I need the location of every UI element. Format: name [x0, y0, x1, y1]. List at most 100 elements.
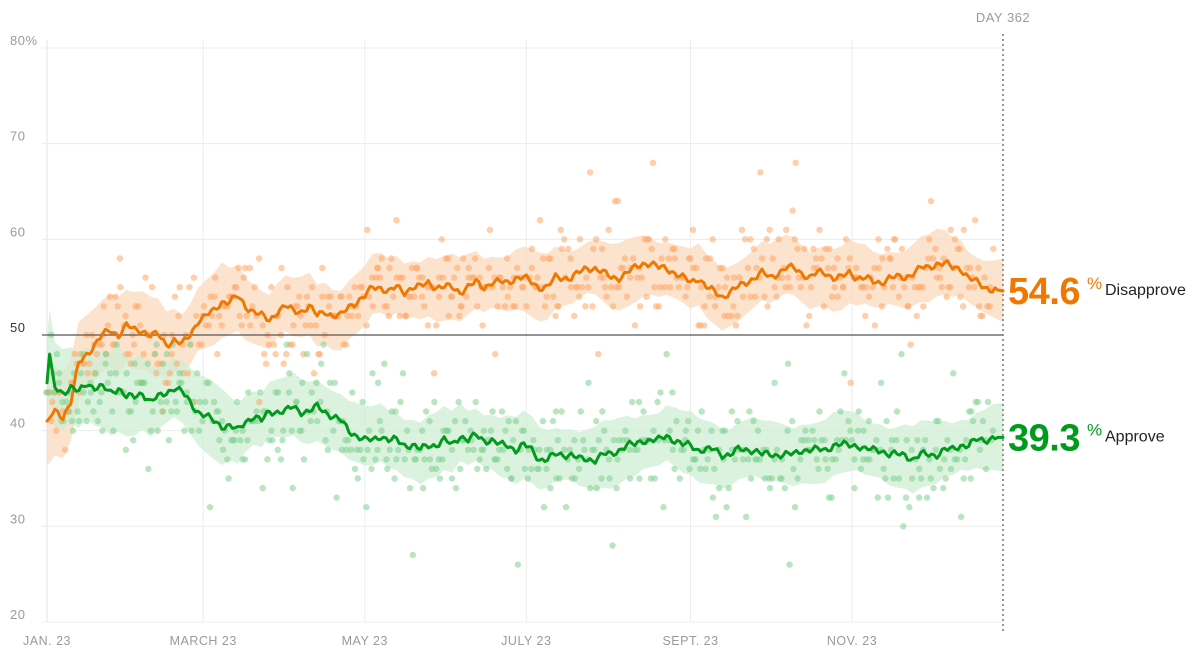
approve-poll-dot — [562, 504, 570, 511]
approve-poll-dot — [399, 370, 407, 377]
disapprove-poll-dot — [539, 255, 547, 262]
approve-poll-dot — [333, 494, 340, 501]
approve-poll-dot — [56, 370, 63, 377]
approve-poll-dot — [122, 446, 129, 453]
approve-poll-dot — [403, 427, 411, 434]
approve-poll-dot — [841, 370, 848, 377]
approve-poll-dot — [188, 427, 195, 434]
disapprove-poll-dot — [662, 236, 669, 243]
approve-poll-dot — [87, 389, 95, 396]
disapprove-poll-dot — [759, 255, 766, 262]
disapprove-poll-dot — [887, 255, 894, 262]
approve-poll-dot — [253, 408, 260, 415]
approve-poll-dot — [660, 504, 667, 511]
disapprove-poll-dot — [547, 255, 554, 262]
approve-poll-dot — [781, 484, 788, 492]
approve-poll-dot — [92, 370, 100, 377]
disapprove-poll-dot — [671, 255, 679, 262]
approve-poll-dot — [163, 350, 170, 358]
disapprove-poll-dot — [621, 255, 629, 262]
approve-poll-dot — [359, 398, 366, 406]
disapprove-poll-dot — [511, 303, 519, 310]
disapprove-poll-dot — [218, 322, 225, 329]
disapprove-poll-dot — [744, 264, 752, 272]
disapprove-poll-dot — [791, 236, 798, 243]
disapprove-poll-dot — [884, 245, 891, 253]
disapprove-poll-dot — [112, 293, 119, 300]
approve-poll-dot — [605, 456, 613, 463]
approve-poll-dot — [847, 427, 854, 434]
disapprove-poll-dot — [385, 312, 392, 320]
disapprove-poll-dot — [629, 255, 637, 262]
approve-poll-dot — [160, 360, 167, 367]
disapprove-poll-dot — [312, 322, 320, 329]
disapprove-poll-dot — [117, 284, 124, 291]
approve-poll-dot — [151, 350, 158, 358]
disapprove-poll-dot — [435, 293, 443, 300]
disapprove-poll-dot — [698, 284, 705, 291]
disapprove-poll-dot — [792, 159, 799, 166]
disapprove-poll-dot — [198, 341, 205, 348]
approve-poll-dot — [824, 465, 831, 473]
approve-poll-dot — [547, 446, 554, 453]
approve-poll-dot — [502, 427, 509, 434]
disapprove-poll-dot — [165, 379, 172, 386]
disapprove-poll-dot — [390, 293, 397, 300]
disapprove-poll-dot — [148, 284, 156, 291]
approve-poll-dot — [936, 465, 944, 473]
disapprove-poll-dot — [205, 322, 213, 329]
disapprove-poll-dot — [240, 274, 247, 281]
disapprove-poll-dot — [862, 284, 870, 291]
disapprove-poll-dot — [738, 226, 746, 233]
approve-poll-dot — [903, 437, 910, 444]
disapprove-poll-dot — [567, 284, 575, 291]
disapprove-poll-dot — [485, 264, 493, 272]
disapprove-poll-dot — [424, 322, 432, 329]
approve-poll-dot — [556, 475, 563, 482]
approve-poll-dot — [536, 446, 543, 453]
disapprove-poll-dot — [450, 274, 458, 281]
disapprove-poll-dot — [513, 264, 521, 272]
y-tick-label-60: 60 — [10, 224, 25, 239]
disapprove-final-value: 54.6 — [1008, 271, 1080, 313]
disapprove-poll-dot — [86, 360, 93, 367]
approve-poll-dot — [756, 456, 764, 463]
disapprove-poll-dot — [971, 217, 979, 224]
disapprove-poll-dot — [430, 370, 438, 377]
disapprove-poll-dot — [875, 264, 882, 272]
approve-poll-dot — [259, 484, 266, 492]
disapprove-poll-dot — [986, 303, 993, 310]
disapprove-poll-dot — [399, 274, 406, 281]
disapprove-poll-dot — [268, 284, 275, 291]
reference-line — [42, 34, 1004, 632]
disapprove-poll-dot — [209, 312, 216, 320]
approve-poll-dot — [944, 437, 951, 444]
approve-poll-dot — [914, 437, 921, 444]
disapprove-poll-dot — [459, 255, 467, 262]
approve-poll-dot — [974, 398, 982, 406]
disapprove-poll-dot — [561, 236, 568, 243]
disapprove-poll-dot — [648, 245, 655, 253]
disapprove-poll-dot — [871, 322, 879, 329]
disapprove-poll-dot — [586, 169, 594, 176]
x-tick-label-5: NOV. 23 — [827, 634, 877, 648]
approve-poll-dot — [888, 437, 896, 444]
disapprove-poll-dot — [236, 312, 243, 320]
disapprove-poll-dot — [907, 341, 914, 348]
approve-poll-dot — [514, 561, 522, 568]
y-tick-label-40: 40 — [10, 416, 25, 431]
disapprove-poll-dot — [967, 264, 974, 272]
approve-poll-dot — [822, 456, 829, 463]
approve-poll-dot — [698, 408, 705, 415]
disapprove-poll-dot — [709, 236, 716, 243]
approve-poll-dot — [505, 417, 512, 425]
approve-poll-dot — [224, 456, 231, 463]
approve-poll-dot — [813, 456, 820, 463]
disapprove-poll-dot — [130, 341, 138, 348]
disapprove-poll-dot — [578, 284, 586, 291]
disapprove-poll-dot — [374, 264, 382, 272]
approve-poll-dot — [331, 379, 338, 386]
approve-poll-dot — [961, 456, 969, 463]
disapprove-poll-dot — [766, 226, 773, 233]
approve-poll-dot — [635, 398, 643, 406]
